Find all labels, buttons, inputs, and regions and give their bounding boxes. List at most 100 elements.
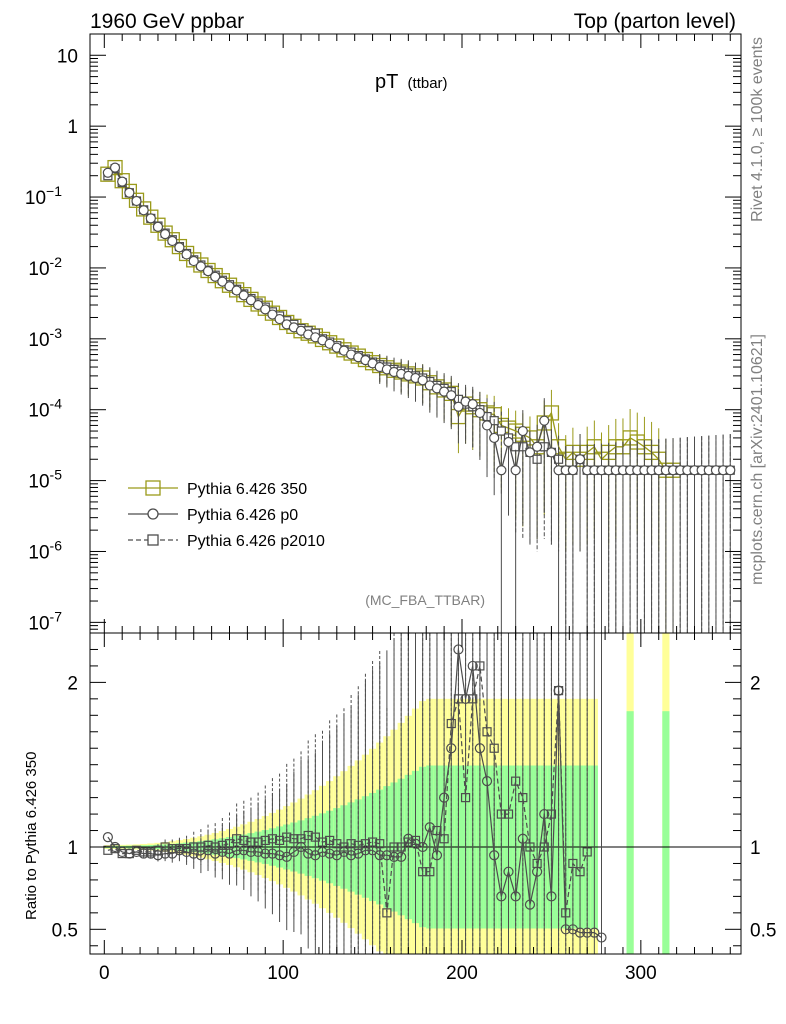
- analysis-tag: (MC_FBA_TTBAR): [365, 592, 485, 608]
- main-x-ticks: [103, 34, 731, 633]
- ratio-point: [138, 848, 149, 859]
- legend: Pythia 6.426 350 Pythia 6.426 p0 Pythia …: [128, 480, 325, 550]
- data-point: [539, 415, 550, 426]
- y-tick-label: 10: [57, 46, 78, 67]
- ratio-point: [102, 832, 113, 843]
- data-point: [417, 375, 428, 386]
- ratio-y-ticks: 0.5 0.5 1 1 2 2: [52, 648, 776, 947]
- y-tick-label: 1: [67, 117, 78, 138]
- legend-marker-square: [145, 480, 161, 496]
- ratio-point: [367, 845, 378, 856]
- ratio-point: [188, 848, 199, 859]
- data-point: [546, 447, 557, 458]
- plot-title-sub: (ttbar): [408, 75, 448, 92]
- x-tick-label: 300: [625, 963, 657, 984]
- ratio-point: [281, 851, 292, 862]
- data-point: [524, 447, 536, 458]
- data-point: [503, 436, 514, 448]
- data-point: [467, 398, 478, 410]
- data-point: [489, 432, 500, 444]
- ratio-point: [553, 685, 564, 696]
- ratio-point: [489, 850, 500, 861]
- data-point: [245, 295, 257, 306]
- ratio-band-inner: [662, 711, 670, 954]
- ratio-point: [524, 899, 536, 910]
- data-point: [238, 290, 249, 301]
- ratio-point: [546, 891, 557, 902]
- ratio-point: [195, 850, 206, 861]
- ratio-point: [131, 846, 142, 858]
- ratio-point: [160, 848, 171, 859]
- data-point: [267, 309, 278, 320]
- y-tick-label: 10-7: [28, 608, 62, 634]
- ratio-point: [109, 841, 121, 853]
- legend-label-350: Pythia 6.426 350: [187, 481, 307, 498]
- x-tick-label: 0: [99, 963, 110, 984]
- ratio-point: [460, 693, 471, 704]
- data-point: [574, 454, 586, 465]
- data-point: [496, 426, 506, 436]
- ratio-point: [446, 743, 457, 754]
- data-point: [453, 401, 464, 412]
- ratio-panel: 0.5 0.5 1 1 2 2 0 100 200 300 Ratio to Pythia 6.…: [23, 632, 776, 984]
- header-left-label: 1960 GeV ppbar: [90, 10, 244, 33]
- ratio-point: [388, 851, 400, 862]
- ratio-point: [424, 822, 435, 833]
- data-point: [532, 441, 543, 452]
- data-point: [145, 213, 156, 224]
- data-point: [174, 242, 185, 253]
- ratio-point: [317, 846, 328, 858]
- data-point: [496, 465, 507, 476]
- plot-title: pT (ttbar): [375, 71, 448, 93]
- data-point: [109, 162, 121, 173]
- ratio-point: [274, 850, 285, 861]
- x-tick-label: 200: [446, 963, 478, 984]
- data-point: [260, 304, 271, 315]
- legend-marker-circle: [147, 508, 159, 520]
- data-point: [567, 465, 578, 476]
- data-point: [167, 235, 178, 247]
- data-point: [195, 261, 206, 272]
- main-panel: 10 1 10−1 10-2 10-3 10-4 10-5 10-6 10-7 pT (ttba…: [25, 33, 742, 634]
- ratio-point: [217, 846, 228, 858]
- y-tick-label: 10-3: [28, 325, 62, 351]
- main-y-ticks: 10 1 10−1 10-2 10-3 10-4 10-5 10-6 10-7: [25, 46, 741, 634]
- ratio-point: [510, 891, 521, 902]
- ratio-band-inner: [626, 711, 634, 954]
- ratio-point: [117, 846, 128, 858]
- ratio-point: [181, 846, 192, 858]
- data-point: [102, 167, 113, 178]
- data-point: [474, 407, 485, 419]
- ratio-point: [231, 845, 242, 856]
- ratio-x-ticks: 0 100 200 300: [99, 633, 731, 984]
- ratio-y-tick-label-left: 1: [67, 838, 78, 859]
- ratio-point: [596, 932, 607, 943]
- ratio-point: [431, 850, 443, 861]
- data-point: [138, 205, 149, 216]
- data-point: [188, 255, 199, 267]
- ratio-point: [439, 792, 450, 803]
- ratio-point: [267, 848, 278, 859]
- main-series-layer: [100, 159, 736, 633]
- ratio-y-tick-label-left: 0.5: [52, 920, 78, 941]
- ratio-point: [152, 850, 164, 861]
- data-point: [124, 187, 135, 198]
- data-point: [446, 390, 457, 401]
- ratio-point: [539, 808, 550, 820]
- data-point: [510, 465, 521, 476]
- ratio-point: [467, 660, 478, 672]
- ratio-point: [210, 848, 221, 859]
- data-point: [253, 299, 264, 311]
- data-point: [181, 249, 192, 260]
- ratio-point: [496, 891, 507, 902]
- ratio-point: [503, 866, 514, 877]
- y-tick-label: 10-6: [28, 537, 62, 563]
- ratio-point: [253, 846, 264, 858]
- ratio-point: [453, 644, 464, 655]
- data-point: [131, 195, 142, 207]
- data-point: [210, 271, 221, 282]
- ratio-point: [481, 776, 493, 787]
- side-label-mcplots: mcplots.cern.ch [arXiv:2401.10621]: [749, 334, 766, 585]
